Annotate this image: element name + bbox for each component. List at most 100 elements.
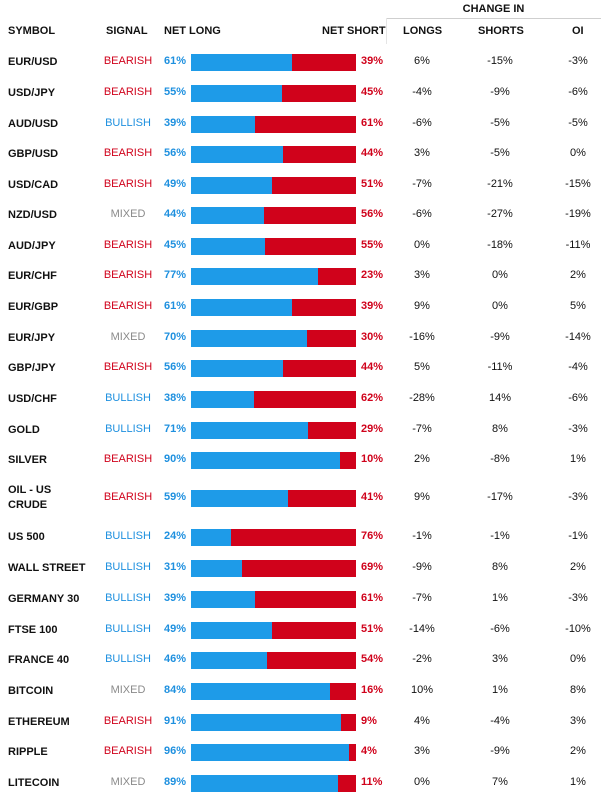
signal-cell: MIXED — [110, 776, 146, 788]
signal-cell: BULLISH — [105, 561, 151, 573]
signal-cell: BEARISH — [103, 361, 153, 373]
signal-cell: BULLISH — [105, 423, 151, 435]
net-short-value: 41% — [361, 491, 384, 503]
net-long-bar-fill — [191, 391, 254, 408]
signal-cell: MIXED — [110, 331, 146, 343]
oi-change-cell: 5% — [570, 300, 586, 312]
net-short-value: 11% — [361, 776, 383, 788]
longs-column-header[interactable]: LONGS — [403, 25, 443, 37]
sentiment-bar — [191, 744, 356, 761]
symbol-cell[interactable]: EUR/GBP — [8, 301, 59, 313]
sentiment-bar — [191, 683, 356, 700]
symbol-cell[interactable]: EUR/JPY — [8, 332, 56, 344]
net-long-value: 90% — [164, 453, 187, 465]
symbol-cell[interactable]: SILVER — [8, 454, 47, 466]
symbol-cell[interactable]: RIPPLE — [8, 746, 48, 758]
symbol-cell[interactable]: GBP/JPY — [8, 362, 56, 374]
net-long-value: 39% — [164, 117, 187, 129]
symbol-cell[interactable]: USD/CAD — [8, 179, 59, 191]
symbol-cell[interactable]: EUR/CHF — [8, 270, 57, 282]
symbol-cell[interactable]: EUR/USD — [8, 56, 58, 68]
signal-cell: BULLISH — [105, 592, 151, 604]
oi-change-cell: -3% — [568, 423, 588, 435]
net-long-bar-fill — [191, 54, 292, 71]
shorts-change-cell: -15% — [487, 55, 513, 67]
net-short-value: 61% — [361, 117, 384, 129]
oi-change-cell: -10% — [565, 623, 591, 635]
net-short-column-header[interactable]: NET SHORT — [322, 25, 386, 37]
longs-change-cell: -28% — [409, 392, 435, 404]
symbol-cell[interactable]: FRANCE 40 — [8, 654, 70, 666]
net-long-value: 39% — [164, 592, 187, 604]
net-long-value: 84% — [164, 684, 187, 696]
symbol-column-header[interactable]: SYMBOL — [8, 25, 56, 37]
symbol-cell[interactable]: BITCOIN — [8, 685, 54, 697]
sentiment-bar — [191, 238, 356, 255]
symbol-cell[interactable]: US 500 — [8, 531, 45, 543]
signal-column-header[interactable]: SIGNAL — [106, 25, 148, 37]
symbol-cell[interactable]: FTSE 100 — [8, 624, 58, 636]
net-short-value: 54% — [361, 653, 384, 665]
symbol-cell[interactable]: AUD/USD — [8, 118, 59, 130]
shorts-change-cell: -17% — [487, 491, 513, 503]
net-long-bar-fill — [191, 622, 272, 639]
signal-cell: MIXED — [110, 208, 146, 220]
symbol-cell[interactable]: USD/CHF — [8, 393, 57, 405]
signal-cell: BULLISH — [105, 653, 151, 665]
net-long-value: 38% — [164, 392, 187, 404]
shorts-change-cell: 8% — [492, 423, 508, 435]
oi-change-cell: 0% — [570, 147, 586, 159]
oi-change-cell: 2% — [570, 561, 586, 573]
signal-cell: BEARISH — [103, 239, 153, 251]
net-short-value: 55% — [361, 239, 384, 251]
shorts-column-header[interactable]: SHORTS — [478, 25, 524, 37]
symbol-cell[interactable]: WALL STREET — [8, 562, 86, 574]
symbol-cell[interactable]: GOLD — [8, 424, 40, 436]
net-long-value: 77% — [164, 269, 187, 281]
shorts-change-cell: 7% — [492, 776, 508, 788]
symbol-cell[interactable]: LITECOIN — [8, 777, 60, 789]
shorts-change-cell: 1% — [492, 684, 508, 696]
shorts-change-cell: -18% — [487, 239, 513, 251]
oi-change-cell: 0% — [570, 653, 586, 665]
net-long-value: 96% — [164, 745, 187, 757]
symbol-cell[interactable]: GBP/USD — [8, 148, 59, 160]
sentiment-bar — [191, 775, 356, 792]
net-long-bar-fill — [191, 299, 292, 316]
net-long-bar-fill — [191, 207, 264, 224]
signal-cell: BEARISH — [103, 715, 153, 727]
symbol-cell[interactable]: USD/JPY — [8, 87, 56, 99]
net-long-column-header[interactable]: NET LONG — [164, 25, 221, 37]
net-long-bar-fill — [191, 116, 256, 133]
longs-change-cell: 10% — [410, 684, 434, 696]
symbol-cell[interactable]: NZD/USD — [8, 209, 57, 221]
oi-change-cell: 2% — [570, 745, 586, 757]
net-long-value: 61% — [164, 55, 187, 67]
signal-cell: BEARISH — [103, 269, 153, 281]
symbol-cell[interactable]: AUD/JPY — [8, 240, 56, 252]
signal-cell: BEARISH — [103, 491, 153, 503]
longs-change-cell: -14% — [409, 623, 435, 635]
oi-column-header[interactable]: OI — [572, 25, 584, 37]
oi-change-cell: -19% — [565, 208, 591, 220]
longs-change-cell: -9% — [412, 561, 432, 573]
longs-change-cell: 9% — [414, 300, 430, 312]
net-short-value: 51% — [361, 178, 384, 190]
sentiment-bar — [191, 591, 356, 608]
shorts-change-cell: 14% — [488, 392, 512, 404]
longs-change-cell: -7% — [412, 592, 432, 604]
symbol-cell[interactable]: OIL - US CRUDE — [8, 484, 52, 511]
longs-change-cell: 3% — [414, 745, 430, 757]
symbol-cell[interactable]: GERMANY 30 — [8, 593, 80, 605]
net-long-bar-fill — [191, 775, 338, 792]
symbol-cell[interactable]: ETHEREUM — [8, 716, 70, 728]
change-in-header: CHANGE IN — [386, 0, 601, 19]
net-long-bar-fill — [191, 683, 330, 700]
net-short-value: 61% — [361, 592, 384, 604]
sentiment-bar — [191, 299, 356, 316]
shorts-change-cell: 8% — [492, 561, 508, 573]
net-long-value: 46% — [164, 653, 187, 665]
signal-cell: BEARISH — [103, 300, 153, 312]
sentiment-bar — [191, 529, 356, 546]
shorts-change-cell: -5% — [490, 147, 510, 159]
